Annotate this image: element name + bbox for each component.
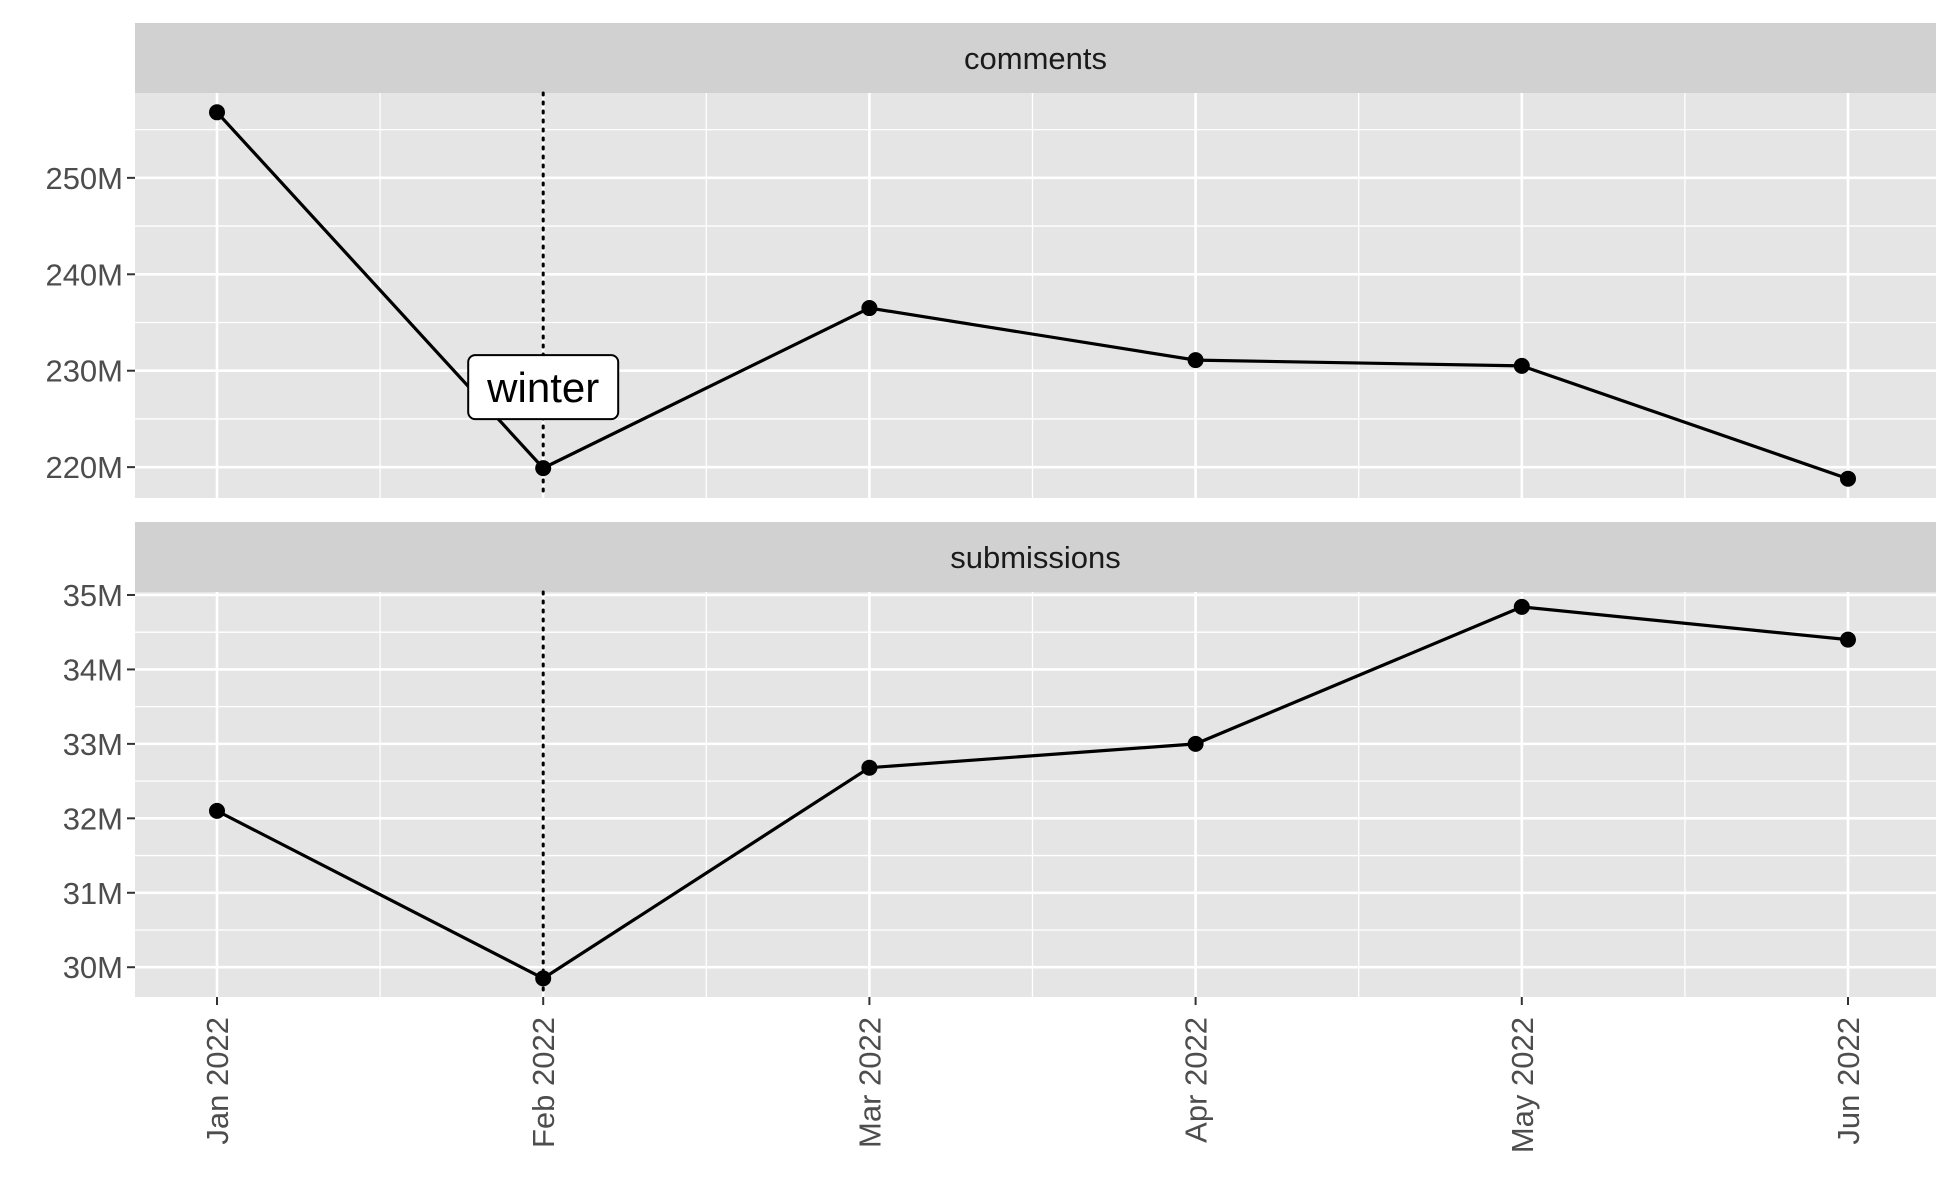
series-line-submissions <box>216 605 1849 981</box>
facet-strip <box>135 522 1936 592</box>
panel-background <box>135 93 1936 498</box>
x-tick-label: Jan 2022 <box>200 1017 235 1145</box>
annotation-label: winter <box>467 354 620 421</box>
y-tick-label: 240M <box>45 257 123 292</box>
x-tick-label: May 2022 <box>1505 1017 1540 1153</box>
y-tick-label: 30M <box>63 950 123 985</box>
x-axis: Jan 2022 Feb 2022 Mar 2022 Apr 2022 May 2022… <box>200 997 1866 1153</box>
data-point <box>209 104 225 121</box>
x-tick-label: Jun 2022 <box>1831 1017 1866 1145</box>
facet-strip <box>135 23 1936 93</box>
data-point <box>1840 631 1856 648</box>
y-tick-label: 35M <box>63 578 123 613</box>
minor-gridlines <box>135 592 1936 997</box>
data-point <box>1187 735 1204 752</box>
x-tick-label: Mar 2022 <box>852 1017 887 1148</box>
data-point <box>1840 470 1856 487</box>
y-axis-submissions: 30M 31M 32M 33M 34M 35M <box>63 578 135 985</box>
data-point <box>1513 357 1530 374</box>
facet-strip-label: comments <box>964 41 1107 76</box>
data-point <box>861 759 878 776</box>
data-point <box>861 300 878 317</box>
major-gridlines <box>135 93 1936 498</box>
major-gridlines <box>135 592 1936 997</box>
y-tick-label: 250M <box>45 161 123 196</box>
x-tick-label: Feb 2022 <box>526 1017 561 1148</box>
panel-comments: comments 220M 230M 240M 250M winter <box>45 23 1936 500</box>
y-tick-label: 34M <box>63 652 123 687</box>
annotation-box <box>467 354 620 421</box>
chart-panels: comments 220M 230M 240M 250M winter submission… <box>45 23 1936 999</box>
y-tick-label: 31M <box>63 876 123 911</box>
y-tick-label: 220M <box>45 450 123 485</box>
y-tick-label: 230M <box>45 354 123 389</box>
y-axis-comments: 220M 230M 240M 250M <box>45 161 135 485</box>
data-point <box>1187 352 1204 369</box>
panel-background <box>135 592 1936 997</box>
facet-strip-label: submissions <box>950 540 1121 575</box>
annotation-text: winter <box>486 364 599 411</box>
data-point <box>535 970 552 987</box>
y-tick-label: 33M <box>63 727 123 762</box>
data-point <box>1513 598 1530 615</box>
minor-gridlines <box>135 93 1936 498</box>
panel-submissions: submissions 30M 31M 32M 33M 34M 35M <box>63 522 1936 999</box>
data-point <box>209 802 225 819</box>
x-tick-label: Apr 2022 <box>1179 1017 1214 1143</box>
data-point <box>535 460 552 477</box>
y-tick-label: 32M <box>63 801 123 836</box>
